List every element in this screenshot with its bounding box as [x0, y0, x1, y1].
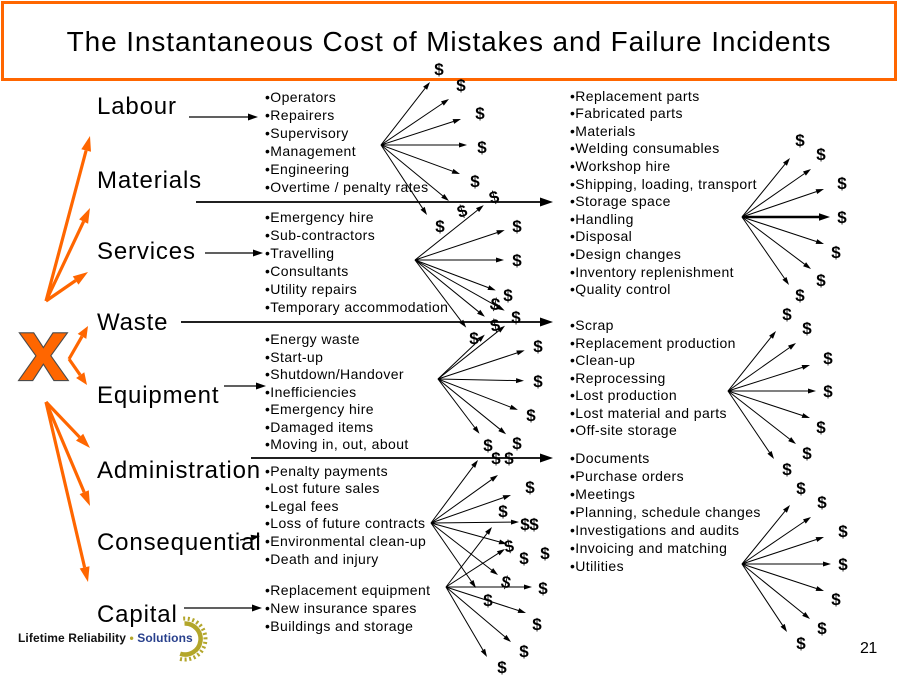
svg-text:$: $: [816, 145, 826, 164]
svg-text:$: $: [538, 579, 548, 598]
svg-text:$: $: [497, 658, 507, 675]
svg-text:$: $: [838, 522, 848, 541]
svg-text:$: $: [526, 406, 536, 425]
svg-text:$: $: [488, 294, 502, 315]
svg-text:$: $: [470, 172, 480, 191]
svg-text:$: $: [533, 372, 543, 391]
svg-text:$: $: [782, 460, 792, 479]
svg-text:$: $: [519, 642, 529, 661]
svg-text:$: $: [512, 434, 522, 453]
svg-text:$: $: [520, 515, 530, 534]
svg-text:$: $: [831, 590, 841, 609]
svg-text:$: $: [838, 555, 848, 574]
svg-text:$: $: [525, 478, 535, 497]
svg-text:$: $: [512, 251, 522, 270]
svg-text:$: $: [488, 315, 502, 336]
svg-text:$: $: [795, 286, 805, 305]
svg-text:$: $: [816, 418, 826, 437]
svg-text:$: $: [782, 305, 792, 324]
svg-text:$: $: [456, 76, 466, 95]
svg-text:$: $: [435, 217, 445, 236]
svg-text:$: $: [533, 337, 543, 356]
svg-text:$: $: [519, 549, 529, 568]
svg-text:$: $: [469, 329, 479, 348]
svg-text:$: $: [823, 349, 833, 368]
svg-text:$: $: [802, 444, 812, 463]
svg-text:$: $: [817, 619, 827, 638]
svg-text:$: $: [503, 536, 516, 556]
svg-text:$: $: [483, 436, 493, 455]
svg-text:$: $: [796, 479, 806, 498]
svg-text:$: $: [837, 174, 847, 193]
svg-text:$: $: [503, 286, 513, 305]
svg-text:$: $: [823, 382, 833, 401]
svg-text:$: $: [434, 60, 444, 79]
svg-text:$: $: [795, 131, 805, 150]
svg-text:$: $: [499, 572, 513, 593]
svg-text:$: $: [475, 104, 485, 123]
svg-text:$: $: [837, 208, 847, 227]
svg-text:$: $: [455, 201, 470, 222]
svg-text:$: $: [817, 493, 827, 512]
svg-text:$: $: [512, 217, 522, 236]
svg-text:$: $: [477, 138, 487, 157]
svg-text:$: $: [511, 308, 521, 327]
svg-text:$: $: [532, 615, 542, 634]
svg-text:$: $: [529, 515, 539, 534]
svg-text:$: $: [491, 449, 501, 468]
svg-text:$: $: [802, 319, 812, 338]
svg-text:$: $: [504, 449, 514, 468]
svg-text:$: $: [483, 591, 493, 610]
svg-text:$: $: [498, 502, 508, 521]
svg-text:$: $: [816, 271, 826, 290]
svg-text:$: $: [796, 634, 806, 653]
svg-text:$: $: [831, 243, 841, 262]
svg-text:$: $: [487, 187, 502, 208]
svg-text:$: $: [540, 544, 550, 563]
